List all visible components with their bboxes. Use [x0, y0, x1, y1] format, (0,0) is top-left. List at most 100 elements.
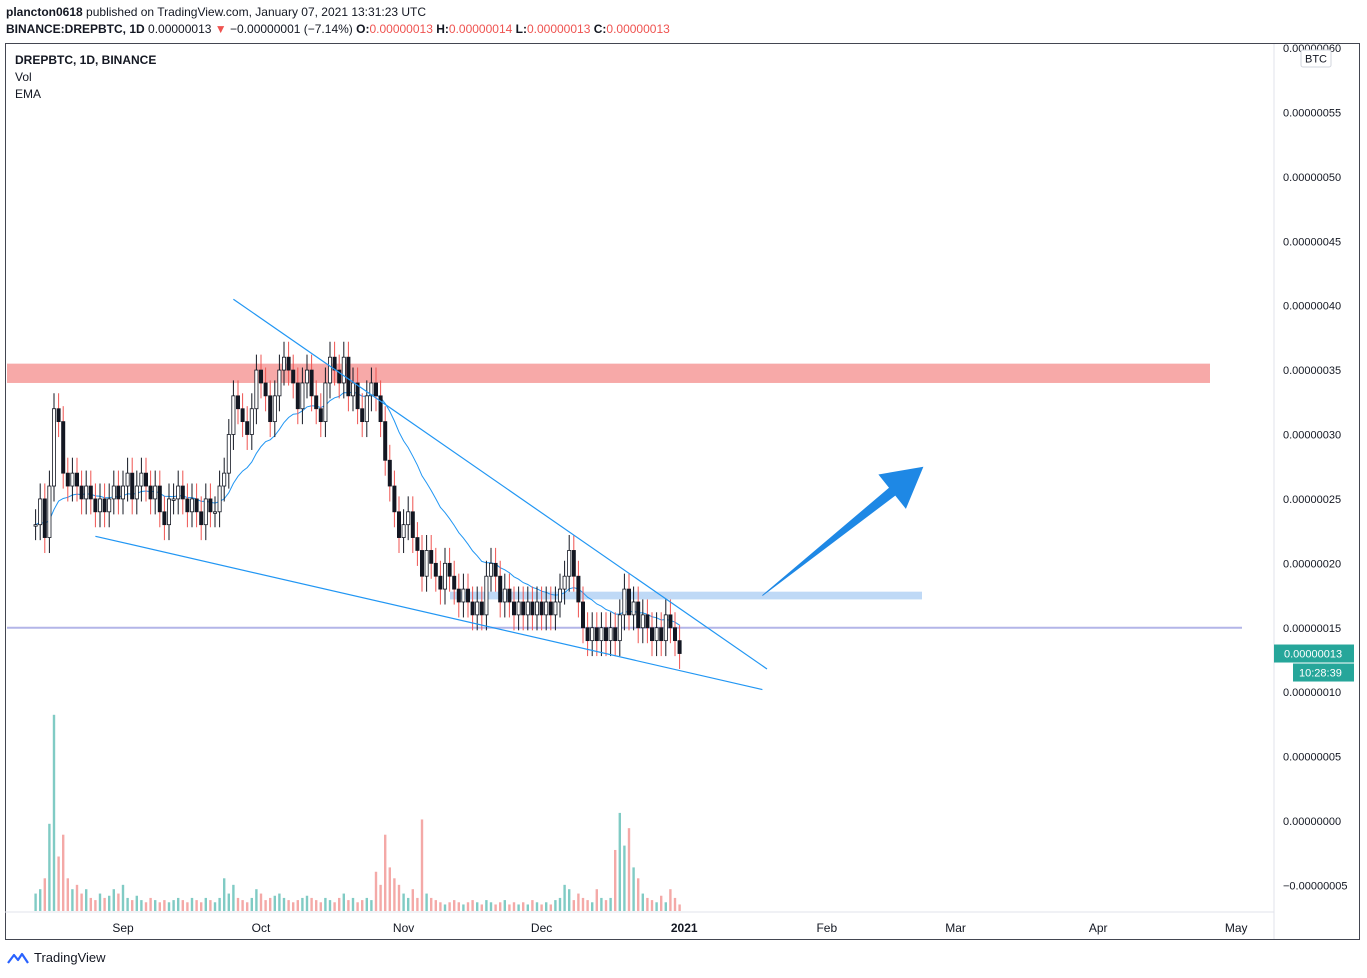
- support-zone: [450, 591, 922, 600]
- candle-body: [148, 485, 153, 500]
- volume-bar: [669, 889, 672, 911]
- candle: [208, 483, 213, 528]
- candle: [116, 470, 121, 515]
- volume-bar: [259, 893, 263, 911]
- volume-bar: [121, 884, 125, 911]
- candle: [304, 354, 309, 399]
- candle-body: [277, 369, 282, 397]
- candle: [456, 573, 461, 618]
- candle-body: [567, 550, 572, 577]
- candle: [263, 367, 268, 412]
- candle-body: [631, 601, 636, 616]
- candle-body: [84, 485, 89, 500]
- volume-bar: [678, 904, 681, 911]
- candle-body: [479, 601, 484, 616]
- y-tick-label: 0.00000055: [1283, 107, 1341, 119]
- candle-body: [75, 472, 80, 487]
- candle: [544, 586, 549, 631]
- candle-body: [442, 562, 447, 590]
- tradingview-brand[interactable]: TradingView: [6, 950, 106, 965]
- volume-bar: [370, 900, 373, 911]
- candle: [249, 393, 254, 450]
- candle-body: [544, 601, 549, 616]
- candle-body: [199, 511, 204, 526]
- y-tick-label: 0.00000015: [1283, 623, 1341, 635]
- volume-bar: [333, 902, 336, 911]
- candle-body: [415, 537, 420, 551]
- candle-body: [378, 395, 383, 423]
- candle: [594, 612, 599, 657]
- candle: [599, 612, 604, 657]
- candle-body: [258, 369, 263, 384]
- volume-bar: [411, 889, 414, 911]
- candle: [396, 496, 401, 554]
- candle-body: [153, 485, 158, 500]
- y-tick-label: −0.00000005: [1283, 880, 1348, 892]
- candle-body: [419, 550, 424, 577]
- candle-body: [65, 472, 70, 487]
- candle-body: [88, 485, 93, 500]
- candle-body: [488, 562, 493, 577]
- brand-label: TradingView: [34, 950, 106, 965]
- volume-bar: [39, 889, 42, 911]
- candle-body: [502, 588, 507, 603]
- volume-bar: [269, 897, 272, 911]
- candle-body: [125, 472, 130, 487]
- candle: [130, 457, 135, 515]
- candle: [617, 599, 622, 657]
- candle: [479, 586, 484, 631]
- y-tick-label: 0.00000010: [1283, 687, 1341, 699]
- volume-bar: [517, 904, 520, 911]
- candle-body: [38, 498, 43, 526]
- candle-body: [585, 627, 590, 642]
- candle-body: [222, 472, 227, 487]
- volume-bar: [296, 900, 299, 911]
- y-tick-label: 0.00000020: [1283, 558, 1341, 570]
- candle-body: [627, 588, 632, 616]
- volume-bar: [623, 845, 626, 911]
- wedge-lower-trendline: [95, 535, 763, 691]
- volume-bar: [365, 897, 368, 911]
- published-text: published on TradingView.com, January 07…: [86, 5, 427, 19]
- candle: [562, 560, 567, 605]
- legend-title[interactable]: DREPBTC, 1D, BINANCE: [15, 53, 157, 67]
- candle: [199, 496, 204, 541]
- candle-body: [107, 498, 112, 513]
- volume-bar: [177, 897, 180, 911]
- candle-body: [304, 369, 309, 384]
- legend-vol[interactable]: Vol: [15, 70, 32, 84]
- candle: [194, 483, 199, 528]
- volume-bar: [420, 819, 424, 911]
- publisher-name[interactable]: plancton0618: [6, 5, 83, 19]
- candle-body: [56, 408, 61, 423]
- volume-bar: [292, 902, 295, 911]
- candle-body: [360, 408, 365, 423]
- candle-body: [217, 485, 222, 513]
- candle-body: [613, 627, 618, 642]
- high-label: H:: [436, 22, 449, 36]
- candle: [419, 534, 424, 592]
- candle-body: [369, 382, 374, 397]
- volume-bar: [457, 902, 460, 911]
- last-price-label: 0.00000013: [1284, 649, 1342, 661]
- volume-bar: [310, 897, 313, 911]
- candle: [176, 470, 181, 515]
- candle-body: [548, 601, 553, 616]
- candle-body: [143, 472, 148, 487]
- volume-bar: [246, 902, 249, 911]
- candle-body: [571, 550, 576, 577]
- candle: [212, 496, 217, 528]
- legend-ema[interactable]: EMA: [15, 87, 42, 101]
- candle: [392, 470, 397, 528]
- candle: [185, 483, 190, 528]
- volume-bar: [75, 884, 79, 911]
- volume-bar: [342, 893, 345, 911]
- candle: [258, 354, 263, 399]
- volume-bar: [108, 895, 111, 911]
- volume-bar: [135, 895, 138, 911]
- candle-body: [93, 498, 98, 513]
- candle: [576, 560, 581, 618]
- volume-bar: [195, 900, 198, 911]
- candle-body: [401, 524, 406, 538]
